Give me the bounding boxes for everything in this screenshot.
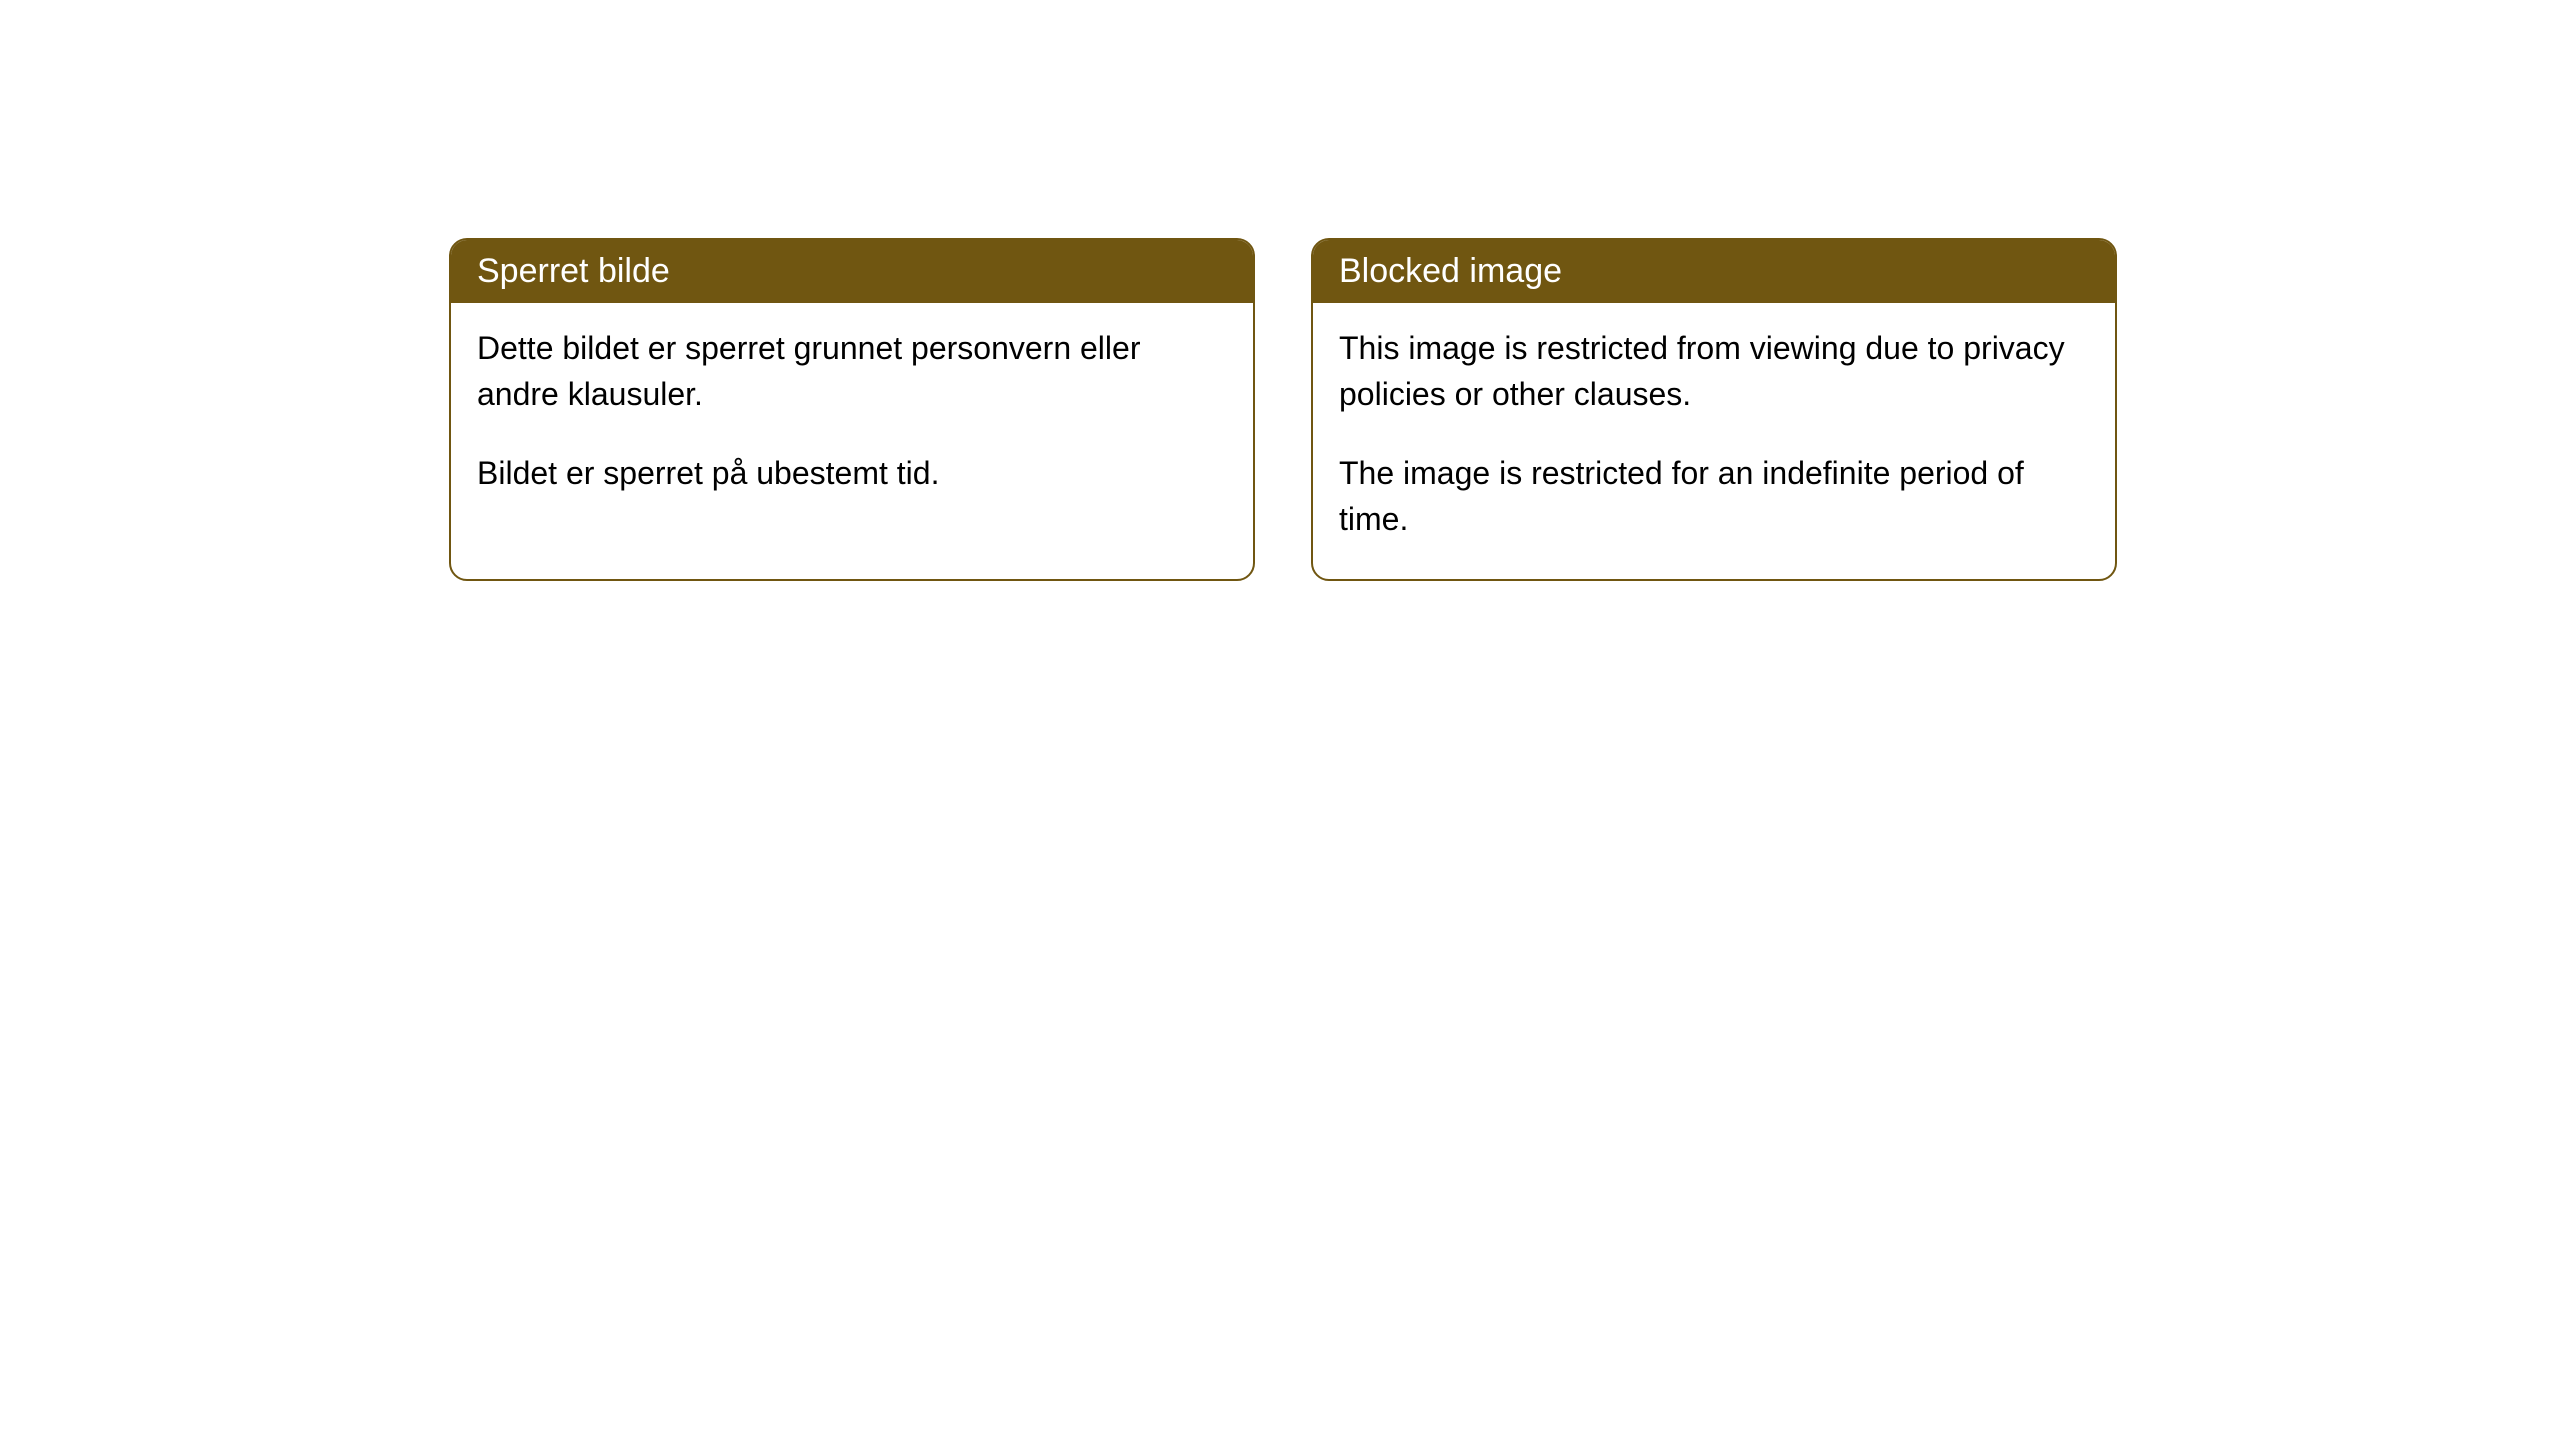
notice-header-norwegian: Sperret bilde bbox=[451, 240, 1253, 303]
notice-body-english: This image is restricted from viewing du… bbox=[1313, 303, 2115, 579]
notice-body-norwegian: Dette bildet er sperret grunnet personve… bbox=[451, 303, 1253, 532]
notice-paragraph: The image is restricted for an indefinit… bbox=[1339, 450, 2089, 543]
notice-paragraph: This image is restricted from viewing du… bbox=[1339, 325, 2089, 418]
notice-card-norwegian: Sperret bilde Dette bildet er sperret gr… bbox=[449, 238, 1255, 581]
notice-card-english: Blocked image This image is restricted f… bbox=[1311, 238, 2117, 581]
notice-header-english: Blocked image bbox=[1313, 240, 2115, 303]
notice-paragraph: Dette bildet er sperret grunnet personve… bbox=[477, 325, 1227, 418]
notice-container: Sperret bilde Dette bildet er sperret gr… bbox=[449, 238, 2117, 581]
notice-paragraph: Bildet er sperret på ubestemt tid. bbox=[477, 450, 1227, 496]
